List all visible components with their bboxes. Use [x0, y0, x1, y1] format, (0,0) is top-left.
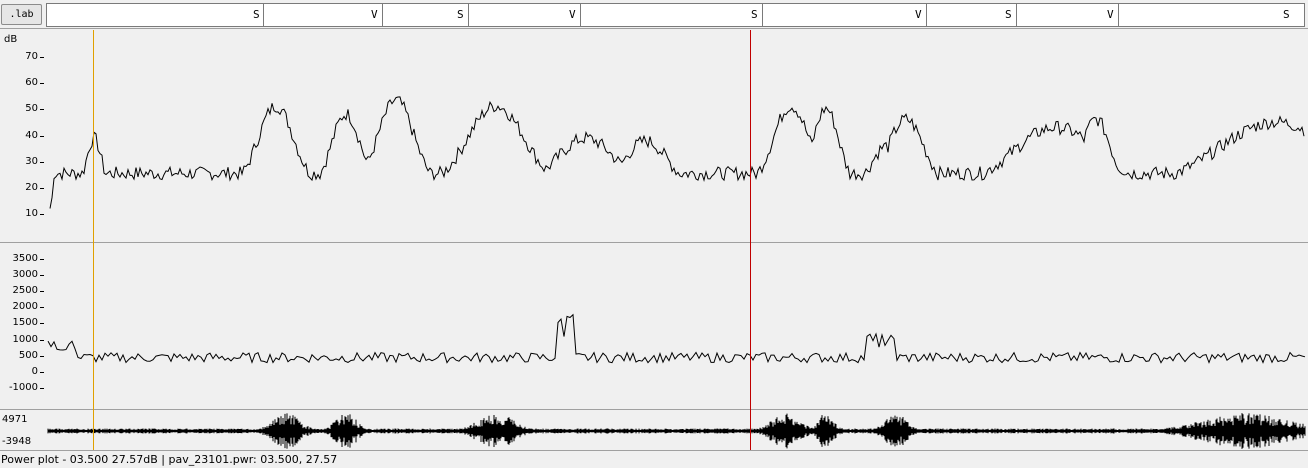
axis-tick — [40, 259, 44, 260]
axis-tick — [40, 214, 44, 216]
axis-tick — [40, 275, 44, 277]
segment-boundary[interactable] — [926, 4, 927, 26]
waveform-trace — [47, 413, 1306, 449]
axis-tick — [40, 307, 44, 309]
pitch-tick-label: 2500 — [12, 285, 38, 297]
pitch-tick-label: 500 — [18, 349, 38, 361]
label-file-button[interactable]: .lab — [1, 4, 42, 25]
axis-tick — [40, 339, 44, 341]
segment-label: V — [915, 8, 922, 21]
divider — [0, 242, 1308, 243]
divider — [0, 28, 1308, 29]
segment-label: S — [751, 8, 758, 21]
axis-tick — [40, 371, 44, 373]
segment-label: V — [371, 8, 378, 21]
waveform-canvas — [47, 413, 1306, 449]
power-curve-canvas — [49, 96, 1305, 209]
power-tick-label: 50 — [25, 103, 38, 115]
axis-tick — [40, 188, 44, 189]
axis-tick — [40, 387, 44, 389]
waveform-max-label: 4971 — [2, 414, 28, 425]
waveform-plot[interactable] — [46, 411, 1308, 449]
power-tick-label: 70 — [25, 51, 38, 62]
pitch-tick-label: 1500 — [12, 317, 38, 329]
axis-tick — [40, 135, 44, 137]
left-cursor[interactable] — [93, 30, 94, 450]
pitch-tick-label: 1000 — [12, 333, 38, 345]
right-cursor[interactable] — [750, 30, 751, 450]
axis-tick — [40, 291, 44, 293]
pitch-tick-label: 0 — [31, 365, 38, 377]
power-tick-label: 30 — [25, 155, 38, 167]
axis-tick — [40, 83, 44, 85]
segment-boundary[interactable] — [762, 4, 763, 26]
power-plot[interactable] — [46, 30, 1308, 241]
segment-boundary[interactable] — [382, 4, 383, 26]
power-tick-label: 60 — [25, 77, 38, 89]
pitch-curve — [47, 313, 1306, 364]
pitch-plot[interactable] — [46, 244, 1308, 408]
pitch-tick-label: 3500 — [12, 253, 38, 264]
power-tick-label: 10 — [25, 208, 38, 220]
axis-tick — [40, 161, 44, 163]
axis-tick — [40, 323, 44, 325]
pitch-tick-label: -1000 — [8, 381, 38, 393]
axis-tick — [40, 57, 44, 58]
divider — [0, 409, 1308, 410]
segment-label: S — [457, 8, 464, 21]
status-bar: Power plot - 03.500 27.57dB | pav_23101.… — [1, 453, 338, 466]
segment-boundary[interactable] — [1016, 4, 1017, 26]
segment-label: S — [1005, 8, 1012, 21]
segment-label: S — [253, 8, 260, 21]
segment-label: V — [1107, 8, 1114, 21]
segment-boundary[interactable] — [263, 4, 264, 26]
power-unit-label: dB — [4, 34, 18, 45]
pitch-tick-label: 3000 — [12, 269, 38, 281]
pitch-curve-canvas — [47, 313, 1306, 364]
waveform-min-label: -3948 — [2, 436, 32, 447]
axis-tick — [40, 109, 44, 111]
power-tick-label: 20 — [25, 182, 38, 193]
segment-boundary[interactable] — [580, 4, 581, 26]
segment-label: S — [1283, 8, 1290, 21]
axis-tick — [40, 355, 44, 357]
power-curve — [49, 96, 1305, 209]
power-tick-label: 40 — [25, 129, 38, 141]
segment-label: V — [569, 8, 576, 21]
pitch-tick-label: 2000 — [12, 301, 38, 313]
segment-boundary[interactable] — [1118, 4, 1119, 26]
divider — [0, 450, 1308, 451]
segment-boundary[interactable] — [468, 4, 469, 26]
